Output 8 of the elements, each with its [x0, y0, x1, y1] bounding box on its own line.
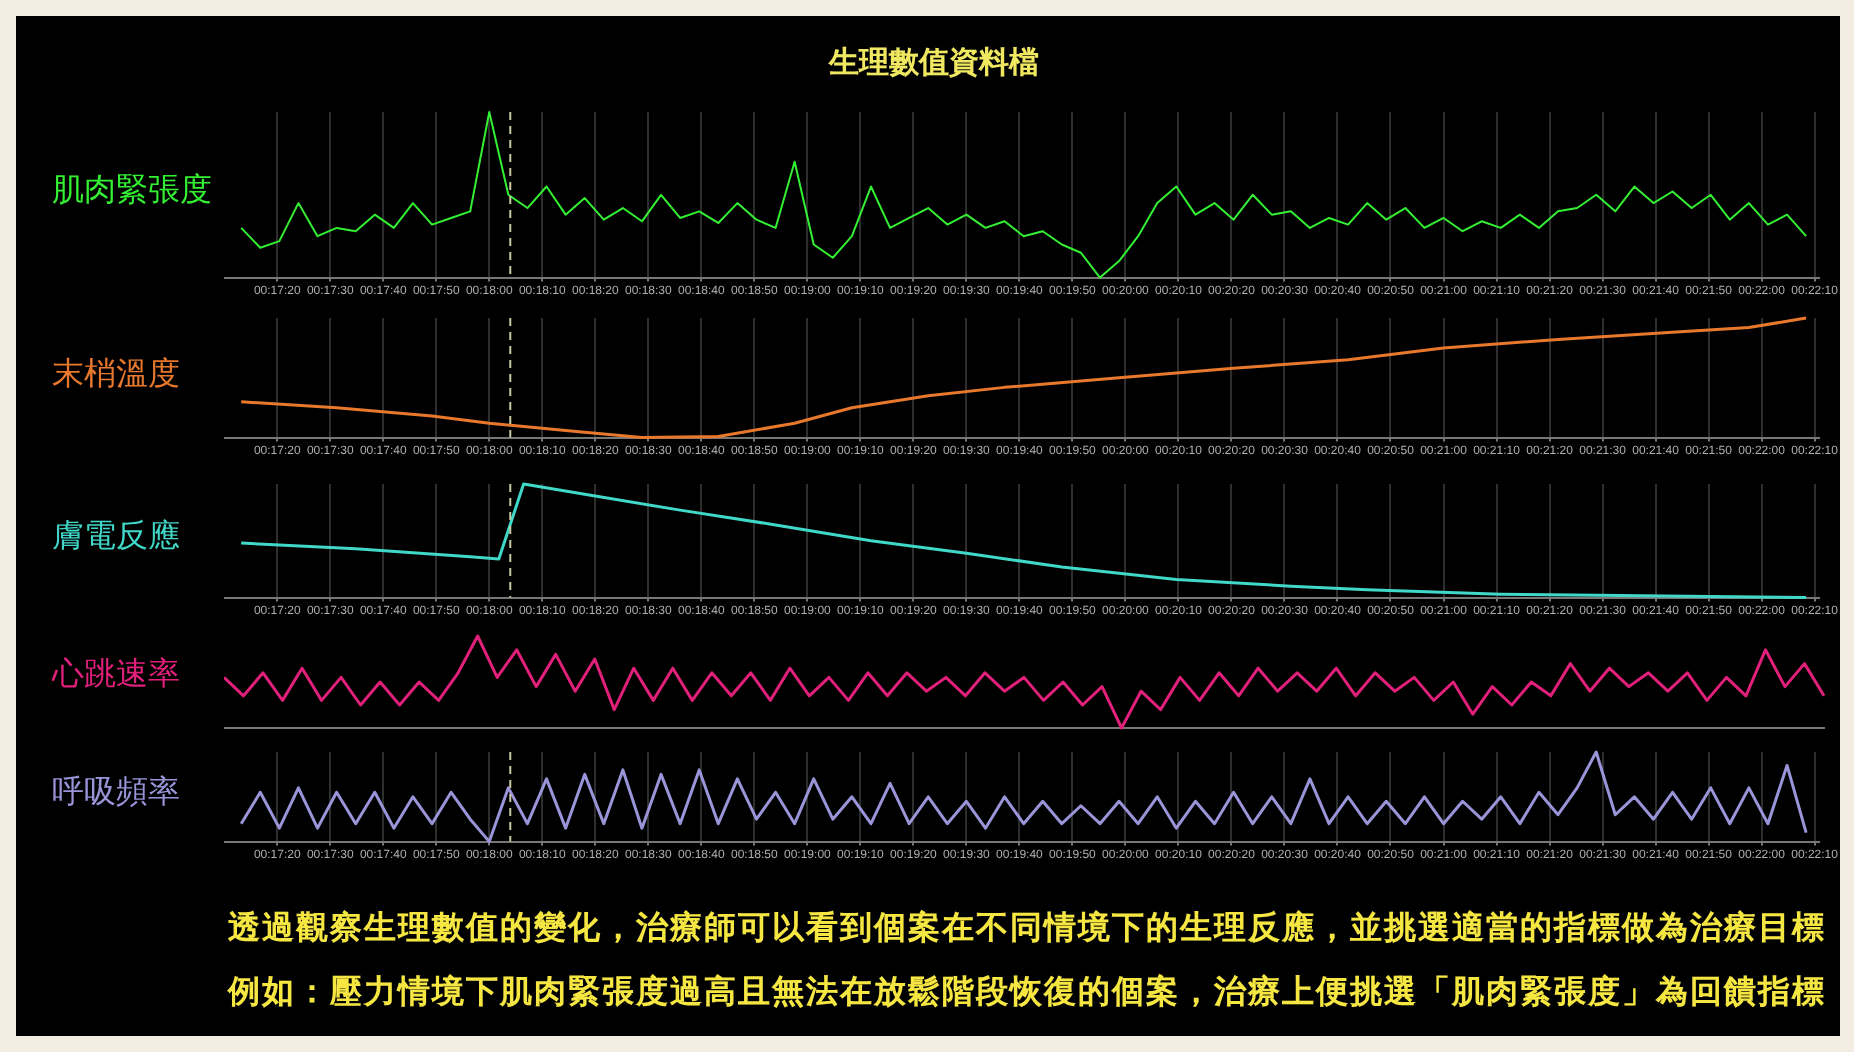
y-axis-title: 呼吸頻率 — [52, 772, 180, 814]
text: 透過觀察生理數值的變化，治療師可以看到個案在不同情境下的生理反應，並挑選適當的指標做為治療目標 — [228, 908, 1826, 950]
y-axis-title: 膚電反應 — [52, 516, 180, 558]
text: 例如：壓力情境下肌肉緊張度過高且無法在放鬆階段恢復的個案，治療上便挑選「肌肉緊張度」為回饋指標 — [228, 972, 1826, 1014]
y-axis-title: 心跳速率 — [52, 654, 180, 696]
y-axis-title: 末梢溫度 — [52, 353, 180, 395]
y-axis-title: 肌肉緊張度 — [52, 170, 212, 212]
chart-title: 生理數值資料檔 — [826, 44, 1041, 82]
